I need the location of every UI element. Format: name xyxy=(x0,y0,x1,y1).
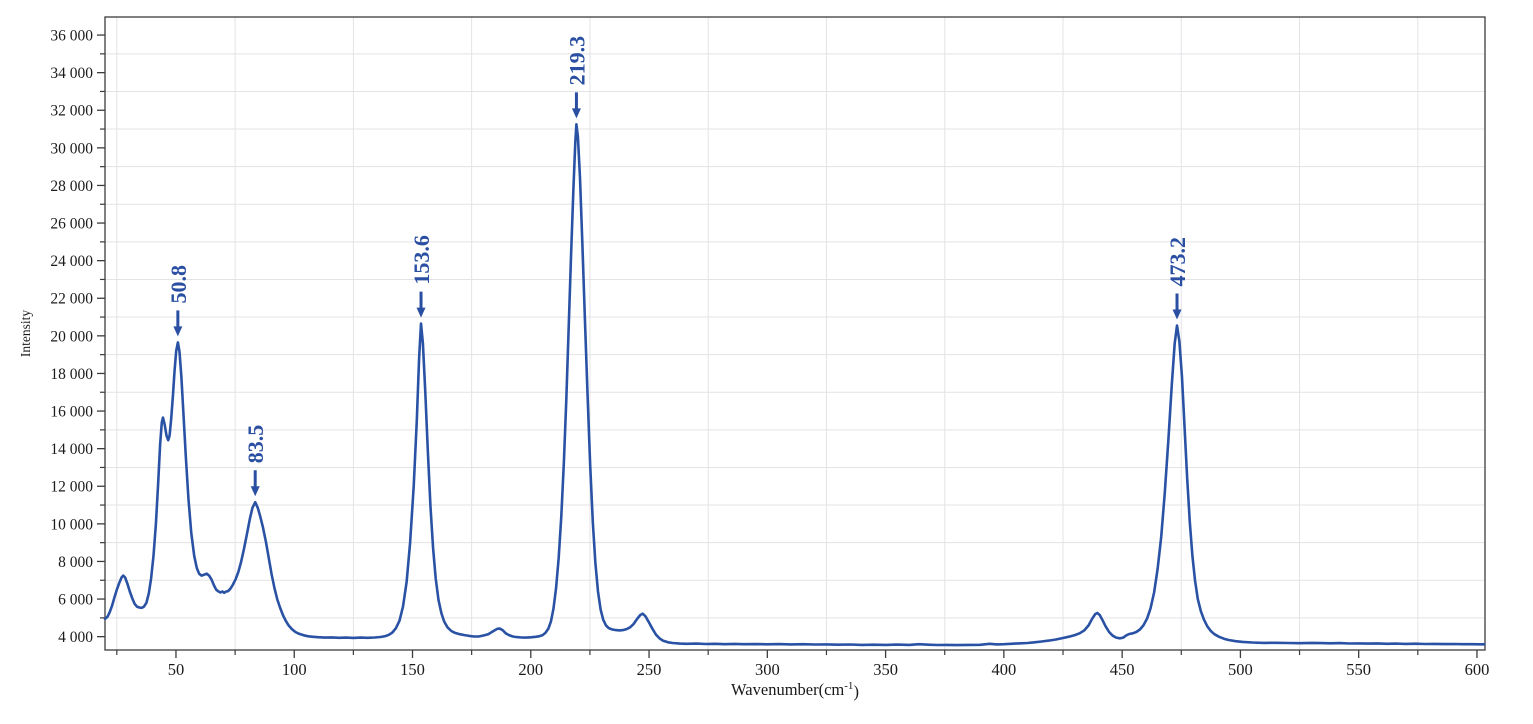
y-tick-label: 10 000 xyxy=(50,516,93,533)
x-tick-label: 200 xyxy=(518,660,543,679)
y-tick-label: 8 000 xyxy=(58,554,93,571)
x-tick-label: 300 xyxy=(755,660,780,679)
y-tick-label: 24 000 xyxy=(50,253,93,270)
y-tick-label: 26 000 xyxy=(50,215,93,232)
x-tick-label: 400 xyxy=(991,660,1016,679)
x-tick-label: 100 xyxy=(282,660,307,679)
x-axis-title: Wavenumber(cm-1) xyxy=(731,680,859,701)
y-tick-label: 14 000 xyxy=(50,441,93,458)
peak-label-50.8: 50.8 xyxy=(166,265,191,304)
x-tick-label: 350 xyxy=(873,660,898,679)
x-tick-label: 600 xyxy=(1465,660,1490,679)
peak-label-83.5: 83.5 xyxy=(243,425,268,464)
x-tick-label: 450 xyxy=(1110,660,1135,679)
y-tick-label: 22 000 xyxy=(50,291,93,308)
peak-label-473.2: 473.2 xyxy=(1165,237,1190,287)
peak-arrow-head xyxy=(571,108,581,119)
plot-border xyxy=(104,16,1486,651)
y-tick-label: 12 000 xyxy=(50,479,93,496)
y-tick-label: 32 000 xyxy=(50,103,93,120)
y-tick-label: 34 000 xyxy=(50,65,93,82)
x-tick-label: 500 xyxy=(1228,660,1253,679)
peak-arrow-head xyxy=(173,326,183,337)
x-tick-label: 250 xyxy=(637,660,662,679)
y-tick-label: 6 000 xyxy=(58,591,93,608)
peak-label-219.3: 219.3 xyxy=(564,36,589,86)
y-tick-label: 28 000 xyxy=(50,178,93,195)
y-tick-label: 18 000 xyxy=(50,366,93,383)
x-tick-label: 550 xyxy=(1346,660,1371,679)
y-tick-label: 36 000 xyxy=(50,27,93,44)
peak-arrow-head xyxy=(1172,309,1182,320)
y-tick-label: 30 000 xyxy=(50,140,93,157)
y-tick-label: 4 000 xyxy=(58,629,93,646)
peak-label-153.6: 153.6 xyxy=(409,235,434,285)
spectrum-line xyxy=(103,123,1486,647)
y-tick-label: 20 000 xyxy=(50,328,93,345)
x-tick-label: 150 xyxy=(400,660,425,679)
peak-arrow-head xyxy=(416,307,426,318)
peak-arrow-head xyxy=(250,486,260,497)
x-tick-label: 50 xyxy=(168,660,185,679)
y-axis-title: Intensity xyxy=(18,310,33,357)
y-tick-label: 16 000 xyxy=(50,403,93,420)
